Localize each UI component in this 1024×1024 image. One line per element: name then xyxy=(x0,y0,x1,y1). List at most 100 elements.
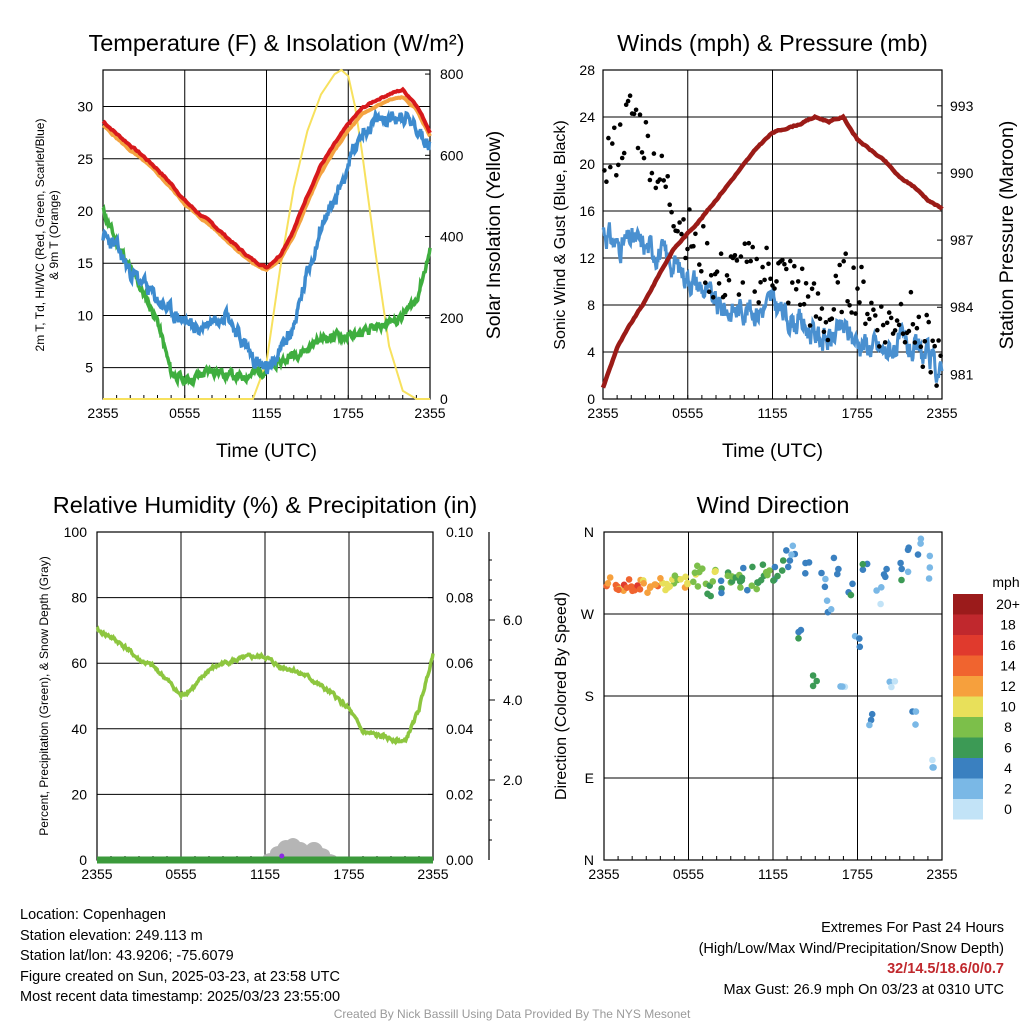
gust-point xyxy=(649,170,655,176)
gust-point xyxy=(786,300,791,306)
legend-label: 0 xyxy=(1004,801,1012,817)
gust-point xyxy=(614,173,619,178)
y-tick-label: 8 xyxy=(587,297,595,313)
x-tick-label: 1155 xyxy=(251,405,281,421)
gust-point xyxy=(829,316,835,322)
gust-point xyxy=(792,263,797,269)
direction-point xyxy=(873,587,880,594)
y-right-axis-label: Station Pressure (Maroon) xyxy=(996,121,1018,350)
gust-point xyxy=(928,370,933,375)
legend-swatch xyxy=(953,635,983,656)
direction-point xyxy=(786,557,794,564)
series-relative-humidity xyxy=(95,625,435,746)
gust-point xyxy=(645,133,651,139)
legend-label: 4 xyxy=(1004,760,1012,776)
gust-point xyxy=(627,93,633,98)
gust-point xyxy=(780,257,785,263)
direction-point xyxy=(788,551,795,558)
direction-point xyxy=(926,564,934,571)
gust-point xyxy=(835,280,841,285)
gust-point xyxy=(685,246,690,252)
gust-point xyxy=(746,240,752,246)
legend-label: 14 xyxy=(1000,658,1016,674)
gust-point xyxy=(865,311,870,317)
gust-point xyxy=(663,184,668,190)
direction-point xyxy=(897,559,904,567)
y-right-tick-label: 400 xyxy=(440,229,464,245)
gust-point xyxy=(710,295,716,300)
direction-point xyxy=(640,580,647,587)
gust-point xyxy=(880,322,886,328)
y-tick-label: 10 xyxy=(77,307,93,323)
direction-point xyxy=(737,584,744,591)
gust-point xyxy=(879,304,884,309)
y-tick-label: 28 xyxy=(579,62,595,78)
direction-point xyxy=(818,569,825,577)
legend-swatch xyxy=(953,778,983,799)
gust-point xyxy=(633,107,639,113)
gust-point xyxy=(892,328,898,333)
y-tick-label: N xyxy=(584,852,594,868)
gust-point xyxy=(932,343,937,349)
gust-point xyxy=(918,344,924,350)
y-axis-label: Direction (Colored By Speed) xyxy=(553,592,570,800)
gust-point xyxy=(754,256,759,262)
y-right-tick-label: 0.10 xyxy=(446,524,473,540)
gust-point xyxy=(602,168,607,173)
gust-point xyxy=(744,259,750,265)
y-tick-label: 0 xyxy=(587,391,595,407)
direction-point xyxy=(682,573,689,581)
legend-swatch xyxy=(953,737,983,758)
x-tick-label: 2355 xyxy=(587,405,618,421)
legend-title: mph xyxy=(992,574,1019,590)
gust-point xyxy=(906,328,912,334)
y-right-tick-label: 981 xyxy=(950,366,974,382)
gust-point xyxy=(760,264,765,270)
gust-point xyxy=(900,331,906,337)
direction-point xyxy=(797,626,805,634)
gust-point xyxy=(831,307,837,312)
gust-point xyxy=(843,251,848,256)
gust-point xyxy=(898,301,904,307)
y-tick-label: 30 xyxy=(77,99,93,115)
direction-point xyxy=(813,677,820,685)
gust-point xyxy=(811,281,817,286)
gust-point xyxy=(930,338,935,344)
gust-point xyxy=(736,292,742,297)
gust-point xyxy=(766,261,771,267)
gust-point xyxy=(724,273,730,278)
x-tick-label: 1755 xyxy=(333,405,364,421)
gust-point xyxy=(855,286,860,291)
gust-point xyxy=(819,306,825,311)
gust-point xyxy=(857,300,862,305)
direction-point xyxy=(744,586,751,594)
gust-point xyxy=(617,122,623,127)
gust-point xyxy=(788,258,793,264)
y-tick-label: 80 xyxy=(71,590,87,606)
y-tick-label: 40 xyxy=(71,721,87,737)
gust-point xyxy=(758,280,763,285)
gust-point xyxy=(619,155,625,161)
direction-point xyxy=(657,575,664,582)
y-tick-label: S xyxy=(585,688,594,704)
gust-point xyxy=(790,280,795,285)
gust-point xyxy=(916,314,922,320)
latest-timestamp-text: Most recent data timestamp: 2025/03/23 2… xyxy=(20,989,341,1005)
y-axis-label-line: 2m T, Td, HI/WC (Red, Green, Scarlet/Blu… xyxy=(33,119,47,352)
gust-point xyxy=(793,287,799,292)
x-tick-label: 1755 xyxy=(333,866,364,882)
legend-swatch xyxy=(953,758,983,779)
y-right-tick-label: 0.08 xyxy=(446,590,473,606)
station-info: Location: Copenhagen Station elevation: … xyxy=(20,905,340,1008)
gust-point xyxy=(606,135,611,141)
gust-point xyxy=(809,286,815,292)
direction-point xyxy=(604,580,612,587)
direction-point xyxy=(930,764,937,771)
direction-point xyxy=(912,721,919,728)
chart-title: Temperature (F) & Insolation (W/m²) xyxy=(88,30,464,56)
direction-point xyxy=(802,570,809,577)
gust-point xyxy=(884,320,890,326)
gust-point xyxy=(849,310,854,315)
gust-point xyxy=(833,273,839,279)
x-tick-label: 0555 xyxy=(673,866,704,882)
